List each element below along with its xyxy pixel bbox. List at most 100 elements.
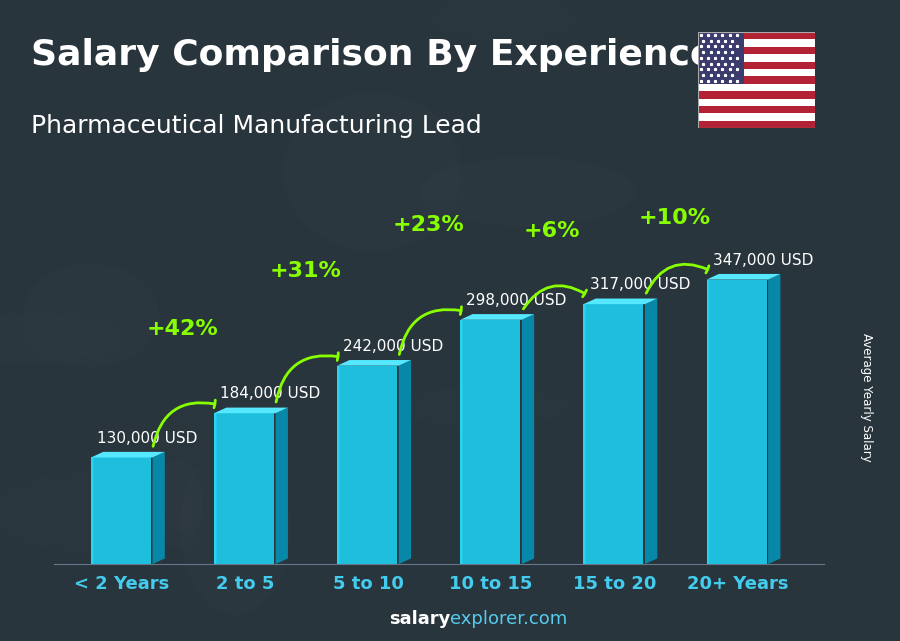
- Polygon shape: [463, 320, 503, 564]
- Polygon shape: [706, 274, 780, 279]
- Polygon shape: [340, 365, 390, 564]
- Polygon shape: [340, 365, 397, 564]
- Polygon shape: [94, 458, 137, 564]
- Polygon shape: [339, 365, 373, 564]
- Polygon shape: [340, 365, 381, 564]
- Bar: [698, 54, 814, 62]
- Polygon shape: [217, 413, 251, 564]
- Polygon shape: [463, 320, 505, 564]
- Polygon shape: [94, 458, 122, 564]
- Polygon shape: [464, 320, 514, 564]
- Polygon shape: [586, 304, 639, 564]
- Polygon shape: [217, 413, 269, 564]
- Polygon shape: [93, 458, 115, 564]
- Polygon shape: [706, 279, 708, 564]
- Polygon shape: [339, 365, 365, 564]
- Polygon shape: [463, 320, 502, 564]
- Text: 298,000 USD: 298,000 USD: [466, 293, 567, 308]
- Polygon shape: [587, 304, 644, 564]
- Ellipse shape: [426, 556, 571, 641]
- Polygon shape: [586, 304, 616, 564]
- Polygon shape: [708, 279, 715, 564]
- Polygon shape: [462, 320, 465, 564]
- Ellipse shape: [156, 5, 379, 106]
- Polygon shape: [93, 458, 114, 564]
- Polygon shape: [586, 304, 624, 564]
- Polygon shape: [94, 458, 132, 564]
- Ellipse shape: [2, 556, 89, 641]
- Polygon shape: [585, 304, 598, 564]
- Polygon shape: [460, 314, 535, 320]
- Polygon shape: [709, 279, 762, 564]
- Polygon shape: [586, 304, 634, 564]
- Polygon shape: [339, 365, 349, 564]
- Polygon shape: [339, 365, 360, 564]
- Text: 130,000 USD: 130,000 USD: [97, 431, 197, 445]
- Polygon shape: [91, 458, 93, 564]
- Polygon shape: [586, 304, 620, 564]
- Polygon shape: [94, 458, 140, 564]
- Polygon shape: [583, 304, 585, 564]
- Text: Average Yearly Salary: Average Yearly Salary: [860, 333, 872, 462]
- Ellipse shape: [24, 199, 136, 303]
- Polygon shape: [94, 458, 128, 564]
- Polygon shape: [585, 304, 590, 564]
- Polygon shape: [217, 413, 256, 564]
- Polygon shape: [463, 320, 494, 564]
- Polygon shape: [339, 365, 343, 564]
- Polygon shape: [585, 304, 594, 564]
- Polygon shape: [463, 320, 483, 564]
- Polygon shape: [463, 320, 488, 564]
- Polygon shape: [94, 458, 136, 564]
- Polygon shape: [709, 279, 737, 564]
- Ellipse shape: [291, 522, 407, 641]
- Polygon shape: [708, 279, 724, 564]
- Ellipse shape: [300, 433, 516, 606]
- Bar: [698, 32, 814, 40]
- Polygon shape: [94, 458, 126, 564]
- Text: Pharmaceutical Manufacturing Lead: Pharmaceutical Manufacturing Lead: [31, 113, 482, 138]
- Polygon shape: [216, 413, 248, 564]
- Polygon shape: [463, 320, 496, 564]
- Text: 184,000 USD: 184,000 USD: [220, 387, 320, 401]
- Text: Salary Comparison By Experience: Salary Comparison By Experience: [31, 38, 714, 72]
- Polygon shape: [709, 279, 741, 564]
- Polygon shape: [586, 304, 622, 564]
- Polygon shape: [217, 413, 260, 564]
- Polygon shape: [708, 279, 711, 564]
- Polygon shape: [339, 365, 359, 564]
- Polygon shape: [587, 304, 642, 564]
- Polygon shape: [586, 304, 637, 564]
- Polygon shape: [709, 279, 757, 564]
- Polygon shape: [709, 279, 763, 564]
- Polygon shape: [709, 279, 756, 564]
- Text: 317,000 USD: 317,000 USD: [590, 277, 690, 292]
- Polygon shape: [94, 458, 143, 564]
- Polygon shape: [399, 360, 411, 564]
- Bar: [698, 76, 814, 84]
- Polygon shape: [339, 365, 348, 564]
- Polygon shape: [464, 320, 513, 564]
- Polygon shape: [585, 304, 593, 564]
- Text: +31%: +31%: [269, 261, 341, 281]
- Polygon shape: [217, 413, 254, 564]
- Polygon shape: [463, 320, 482, 564]
- Polygon shape: [463, 320, 499, 564]
- Polygon shape: [217, 413, 258, 564]
- Bar: [698, 84, 814, 91]
- Polygon shape: [586, 304, 611, 564]
- Polygon shape: [585, 304, 600, 564]
- Polygon shape: [217, 413, 266, 564]
- Polygon shape: [708, 279, 728, 564]
- Polygon shape: [708, 279, 713, 564]
- Polygon shape: [586, 304, 625, 564]
- Polygon shape: [464, 320, 516, 564]
- Polygon shape: [94, 458, 141, 564]
- Ellipse shape: [351, 0, 425, 105]
- Polygon shape: [216, 413, 247, 564]
- Polygon shape: [585, 304, 591, 564]
- Polygon shape: [463, 320, 500, 564]
- Polygon shape: [464, 320, 518, 564]
- Bar: [698, 91, 814, 99]
- Polygon shape: [709, 279, 767, 564]
